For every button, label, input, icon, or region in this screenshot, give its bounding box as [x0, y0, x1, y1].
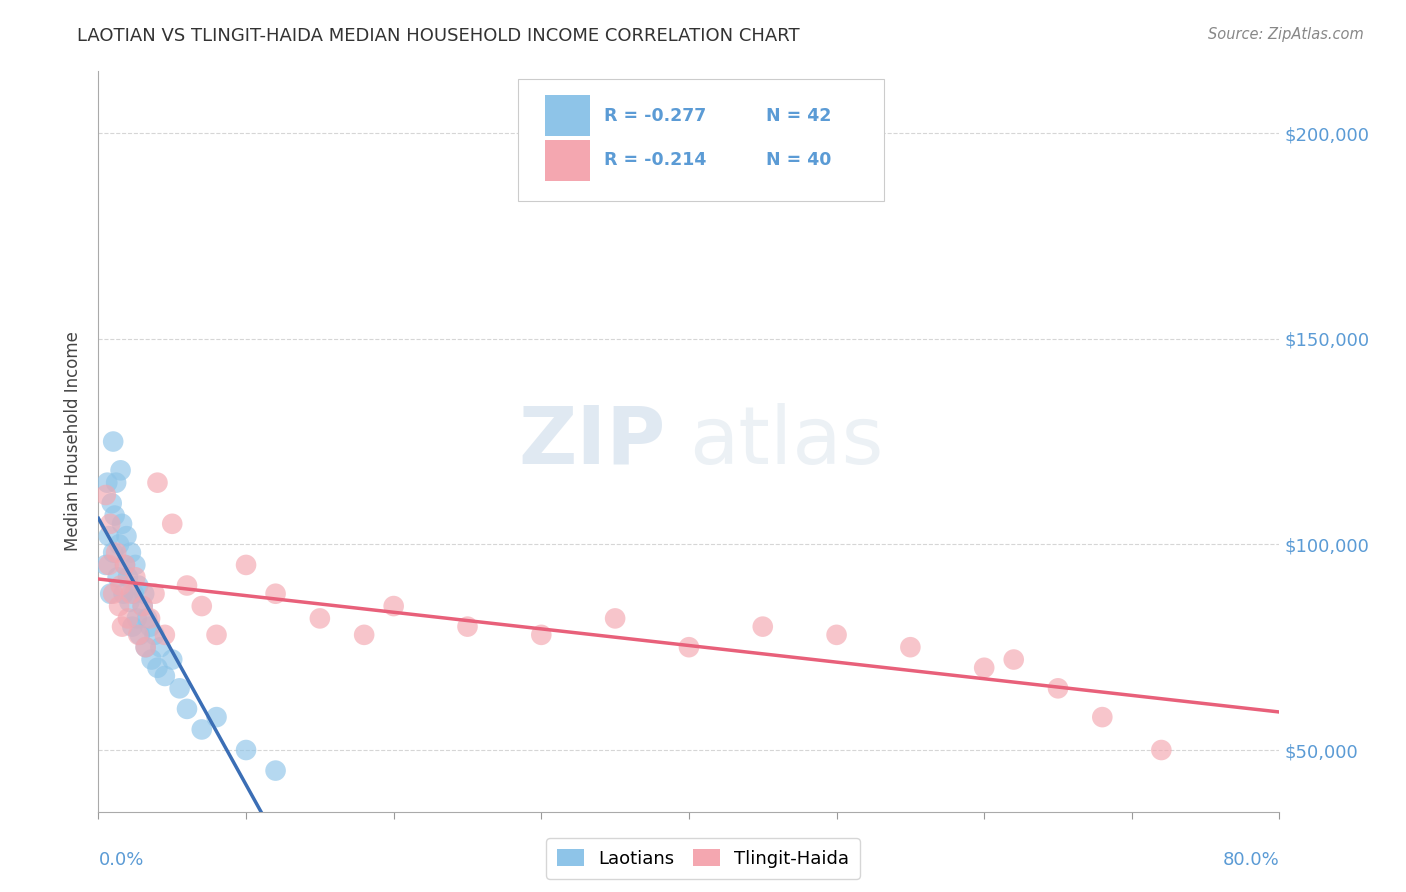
- Point: [605, 611, 627, 625]
- Point: [103, 587, 125, 601]
- Point: [121, 619, 143, 633]
- Point: [112, 587, 135, 601]
- Point: [103, 434, 125, 449]
- Point: [110, 463, 132, 477]
- Point: [114, 558, 136, 572]
- Point: [825, 628, 848, 642]
- Point: [111, 619, 134, 633]
- Point: [235, 743, 257, 757]
- Point: [153, 628, 176, 642]
- Text: R = -0.214: R = -0.214: [605, 152, 706, 169]
- Point: [176, 578, 198, 592]
- Point: [973, 661, 995, 675]
- Point: [353, 628, 375, 642]
- Point: [169, 681, 191, 696]
- Y-axis label: Median Household Income: Median Household Income: [65, 332, 83, 551]
- Point: [127, 578, 149, 592]
- Point: [94, 558, 117, 572]
- Point: [235, 558, 257, 572]
- Point: [146, 661, 169, 675]
- Point: [117, 611, 139, 625]
- Point: [98, 587, 121, 601]
- Point: [900, 640, 922, 655]
- Point: [108, 537, 131, 551]
- Point: [110, 578, 132, 592]
- Point: [105, 545, 128, 560]
- Legend: Laotians, Tlingit-Haida: Laotians, Tlingit-Haida: [546, 838, 860, 879]
- Point: [97, 529, 120, 543]
- Point: [1091, 710, 1114, 724]
- Point: [191, 723, 214, 737]
- Point: [94, 488, 117, 502]
- Point: [124, 558, 146, 572]
- Point: [98, 516, 121, 531]
- Point: [122, 587, 145, 601]
- Point: [205, 710, 228, 724]
- Point: [108, 599, 131, 613]
- Point: [124, 570, 146, 584]
- Point: [264, 764, 287, 778]
- Point: [149, 640, 172, 655]
- FancyBboxPatch shape: [546, 140, 589, 180]
- Text: atlas: atlas: [689, 402, 883, 481]
- Point: [120, 545, 142, 560]
- Point: [103, 545, 125, 560]
- Point: [309, 611, 332, 625]
- Point: [191, 599, 214, 613]
- Point: [457, 619, 479, 633]
- Point: [125, 611, 148, 625]
- Point: [143, 587, 166, 601]
- Point: [135, 640, 157, 655]
- Point: [139, 619, 162, 633]
- Point: [127, 628, 149, 642]
- Point: [117, 570, 139, 584]
- Point: [132, 599, 155, 613]
- Text: Source: ZipAtlas.com: Source: ZipAtlas.com: [1208, 27, 1364, 42]
- Point: [132, 599, 155, 613]
- Point: [162, 516, 183, 531]
- Point: [141, 652, 163, 666]
- FancyBboxPatch shape: [546, 95, 589, 136]
- Point: [1150, 743, 1173, 757]
- Point: [382, 599, 405, 613]
- Point: [115, 529, 138, 543]
- Point: [96, 475, 118, 490]
- Point: [136, 611, 159, 625]
- Point: [105, 475, 128, 490]
- Text: LAOTIAN VS TLINGIT-HAIDA MEDIAN HOUSEHOLD INCOME CORRELATION CHART: LAOTIAN VS TLINGIT-HAIDA MEDIAN HOUSEHOL…: [77, 27, 800, 45]
- Point: [100, 496, 122, 510]
- Point: [104, 508, 127, 523]
- Point: [97, 558, 120, 572]
- Point: [128, 628, 150, 642]
- Point: [114, 558, 136, 572]
- Text: 80.0%: 80.0%: [1223, 851, 1279, 869]
- Point: [1002, 652, 1025, 666]
- Point: [162, 652, 183, 666]
- Point: [176, 702, 198, 716]
- Text: N = 42: N = 42: [766, 107, 831, 125]
- Text: R = -0.277: R = -0.277: [605, 107, 706, 125]
- Point: [752, 619, 775, 633]
- Point: [107, 570, 129, 584]
- Point: [139, 611, 162, 625]
- Text: ZIP: ZIP: [517, 402, 665, 481]
- Point: [111, 516, 134, 531]
- Point: [146, 475, 169, 490]
- FancyBboxPatch shape: [517, 78, 884, 201]
- Point: [135, 640, 157, 655]
- Point: [143, 628, 166, 642]
- Point: [678, 640, 700, 655]
- Point: [120, 587, 142, 601]
- Point: [264, 587, 287, 601]
- Point: [205, 628, 228, 642]
- Text: N = 40: N = 40: [766, 152, 831, 169]
- Point: [134, 587, 156, 601]
- Text: 0.0%: 0.0%: [98, 851, 143, 869]
- Point: [153, 669, 176, 683]
- Point: [530, 628, 553, 642]
- Point: [1046, 681, 1070, 696]
- Point: [118, 595, 141, 609]
